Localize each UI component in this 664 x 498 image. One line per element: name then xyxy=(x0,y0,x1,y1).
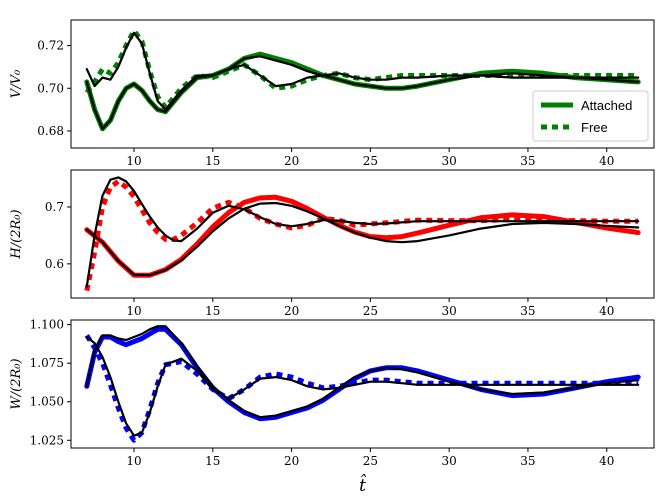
y-tick-label: 1.075 xyxy=(30,356,64,370)
y-tick-label: 0.7 xyxy=(45,200,64,214)
panel-width: 10 15 20 25 30 35 40 1.025 1.050 1.075 1.100 W/(2R₀… xyxy=(9,318,655,496)
x-tick-label: 10 xyxy=(126,154,141,168)
reference-line xyxy=(85,55,640,130)
y-tick-label: 1.025 xyxy=(30,433,64,447)
x-tick-label: 25 xyxy=(363,304,378,318)
free-line xyxy=(84,334,639,443)
x-tick-label: 30 xyxy=(442,454,457,468)
axes-frame xyxy=(70,169,655,299)
reference-line xyxy=(85,325,640,419)
axes-frame xyxy=(70,319,655,449)
x-tick-label: 35 xyxy=(520,454,535,468)
x-tick-label: 35 xyxy=(520,304,535,318)
y-tick-label: 1.050 xyxy=(30,395,64,409)
y-tick-label: 0.6 xyxy=(45,257,64,271)
x-tick-label: 10 xyxy=(126,304,141,318)
x-tick-label: 40 xyxy=(599,304,614,318)
y-tick-label: 1.100 xyxy=(30,318,64,332)
reference-line xyxy=(85,201,640,277)
y-axis-label: V/V₀ xyxy=(9,69,24,98)
x-tick-label: 15 xyxy=(205,454,220,468)
x-axis-label: t̂ xyxy=(359,474,366,496)
x-tick-label: 20 xyxy=(284,454,299,468)
y-axis-label: H/(2R₀) xyxy=(9,209,24,259)
x-tick-label: 30 xyxy=(442,304,457,318)
y-tick-label: 0.68 xyxy=(37,124,64,138)
x-tick-label: 15 xyxy=(205,154,220,168)
x-tick-label: 20 xyxy=(284,154,299,168)
panel-height: 10 15 20 25 30 35 40 0.6 0.7 H/(2R₀) xyxy=(9,169,655,318)
legend-label: Free xyxy=(581,120,608,135)
legend-label: Attached xyxy=(581,98,632,113)
axes-frame xyxy=(70,19,655,149)
x-tick-label: 25 xyxy=(363,454,378,468)
x-tick-label: 20 xyxy=(284,304,299,318)
panel-velocity: 10 15 20 25 30 35 40 0.68 0.70 0.72 V/V₀ Attached Fr… xyxy=(9,19,655,168)
reference-line xyxy=(85,335,640,437)
reference-line xyxy=(85,31,640,111)
x-tick-label: 40 xyxy=(599,454,614,468)
x-tick-label: 15 xyxy=(205,304,220,318)
y-tick-label: 0.72 xyxy=(37,39,64,53)
y-tick-label: 0.70 xyxy=(37,81,64,95)
x-tick-label: 40 xyxy=(599,154,614,168)
x-tick-label: 35 xyxy=(520,154,535,168)
reference-line xyxy=(85,176,640,288)
x-tick-label: 30 xyxy=(442,154,457,168)
y-axis-label: W/(2R₀) xyxy=(9,358,24,409)
legend: Attached Free xyxy=(532,90,649,142)
x-tick-label: 25 xyxy=(363,154,378,168)
x-tick-label: 10 xyxy=(126,454,141,468)
